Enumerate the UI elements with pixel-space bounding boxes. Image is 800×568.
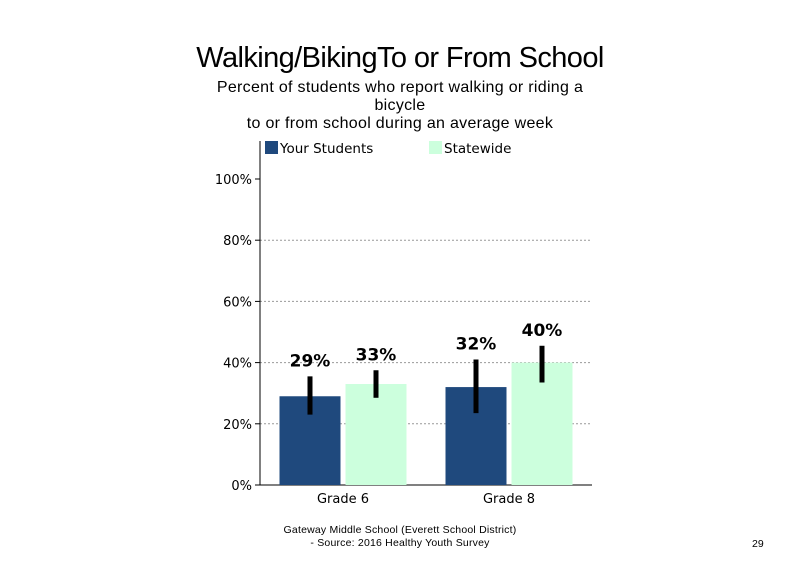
y-tick-label: 0% bbox=[231, 479, 252, 494]
data-label: 32% bbox=[456, 335, 497, 355]
subtitle-line: to or from school during an average week bbox=[246, 115, 554, 132]
x-tick-label: Grade 8 bbox=[483, 492, 535, 507]
legend-label: Statewide bbox=[444, 141, 511, 157]
y-tick-label: 40% bbox=[223, 357, 252, 372]
y-tick-label: 20% bbox=[223, 418, 252, 433]
page-number: 29 bbox=[752, 538, 764, 550]
y-tick-label: 60% bbox=[223, 295, 252, 310]
y-tick-label: 100% bbox=[215, 173, 252, 188]
source-footer: Gateway Middle School (Everett School Di… bbox=[200, 524, 600, 550]
bar bbox=[345, 384, 407, 485]
subtitle-line: bicycle bbox=[374, 97, 426, 114]
footer-line: - Source: 2016 Healthy Youth Survey bbox=[310, 537, 490, 549]
data-label: 33% bbox=[356, 345, 397, 365]
data-label: 29% bbox=[290, 351, 331, 371]
x-tick-label: Grade 6 bbox=[317, 492, 369, 507]
y-tick-label: 80% bbox=[223, 234, 252, 249]
bar bbox=[511, 362, 573, 485]
chart-subtitle: Percent of students who report walking o… bbox=[150, 79, 650, 133]
legend-label: Your Students bbox=[279, 141, 373, 157]
subtitle-line: Percent of students who report walking o… bbox=[216, 79, 584, 96]
legend-swatch bbox=[429, 141, 442, 154]
data-label: 40% bbox=[522, 321, 563, 341]
footer-line: Gateway Middle School (Everett School Di… bbox=[283, 524, 517, 536]
chart-title: Walking/BikingTo or From School bbox=[196, 42, 604, 74]
legend-swatch bbox=[265, 141, 278, 154]
